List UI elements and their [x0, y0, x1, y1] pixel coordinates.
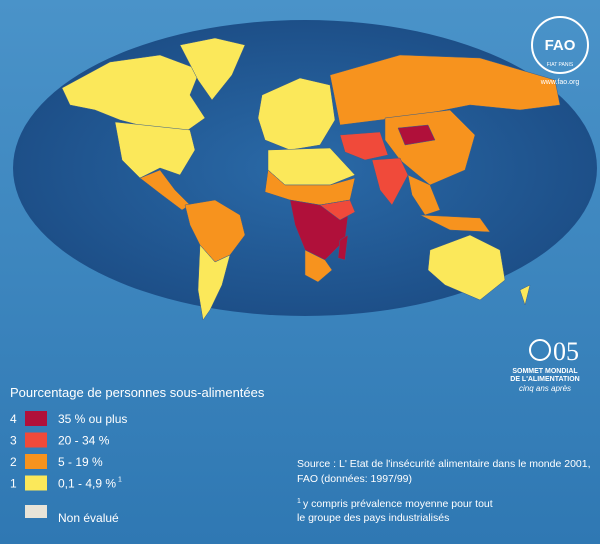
southeast-asia — [407, 174, 441, 216]
legend-swatch — [25, 475, 47, 491]
mongolia — [397, 124, 436, 146]
world-map — [61, 37, 561, 321]
fao-logo: FAO FIAT PANIS www.fao.org — [531, 16, 589, 86]
legend-label: 5 - 19 % — [58, 455, 103, 469]
legend-label: 20 - 34 % — [58, 434, 110, 448]
south-america-south — [197, 244, 231, 321]
legend-number: 3 — [10, 434, 17, 448]
summit-ring — [529, 339, 551, 361]
india — [371, 157, 409, 206]
russia — [329, 54, 561, 126]
summit-tagline: cinq ans après — [519, 384, 571, 393]
legend-swatch — [25, 432, 47, 448]
greenland — [179, 37, 246, 101]
legend-label: 35 % ou plus — [58, 412, 127, 426]
legend-label: 0,1 - 4,9 % — [58, 477, 116, 491]
legend-note: 1 — [118, 477, 122, 484]
legend-title: Pourcentage de personnes sous-alimentées — [10, 385, 265, 400]
east-africa — [319, 199, 356, 221]
legend-number: 1 — [10, 477, 17, 491]
footnote-mark: 1 — [297, 498, 301, 505]
summit-logo: 05 SOMMET MONDIAL DE L'ALIMENTATION cinq… — [510, 337, 579, 393]
source-line: FAO (données: 1997/99) — [297, 473, 412, 485]
madagascar — [337, 234, 349, 261]
legend-swatch — [25, 411, 47, 426]
logo-text: FAO — [545, 37, 576, 54]
legend-swatch — [25, 454, 47, 469]
canada — [61, 54, 206, 131]
footnote-line: y compris prévalence moyenne pour tout — [303, 498, 493, 510]
source-line: Source : L' Etat de l'insécurité aliment… — [297, 458, 591, 470]
footnote-line: le groupe des pays industrialisés — [297, 512, 449, 524]
legend-label: Non évalué — [58, 511, 119, 525]
central-asia — [339, 131, 389, 161]
usa — [114, 121, 196, 179]
australia — [427, 234, 506, 301]
summit-number: 05 — [553, 337, 579, 366]
legend-swatch — [25, 505, 47, 518]
website: www.fao.org — [540, 79, 580, 86]
summit-line2: DE L'ALIMENTATION — [510, 376, 579, 383]
southern-africa — [304, 249, 333, 283]
new-zealand — [519, 284, 531, 306]
summit-line1: SOMMET MONDIAL — [512, 368, 578, 375]
indonesia — [419, 214, 491, 233]
legend-number: 4 — [10, 412, 17, 426]
logo-ring — [531, 16, 589, 74]
europe — [257, 77, 336, 151]
legend-number: 2 — [10, 455, 17, 469]
logo-motto: FIAT PANIS — [547, 62, 574, 68]
